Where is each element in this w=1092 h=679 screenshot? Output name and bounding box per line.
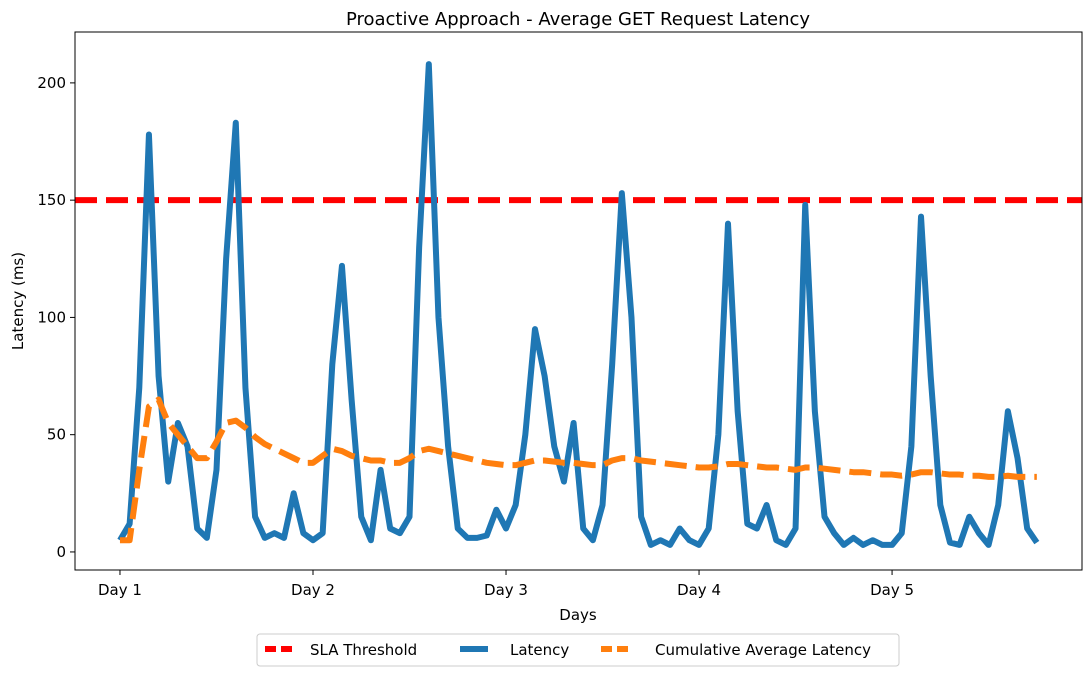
x-tick-label: Day 2 <box>291 581 335 599</box>
x-tick-label: Day 1 <box>98 581 142 599</box>
x-tick-label: Day 4 <box>677 581 721 599</box>
x-tick-label: Day 3 <box>484 581 528 599</box>
axes-frame <box>74 31 1083 571</box>
legend-label: Latency <box>510 641 569 659</box>
y-tick-label: 0 <box>56 543 66 561</box>
y-tick-label: 200 <box>37 74 66 92</box>
y-tick-label: 50 <box>47 426 66 444</box>
x-axis-label: Days <box>559 606 597 624</box>
chart-title: Proactive Approach - Average GET Request… <box>346 9 810 30</box>
y-tick-label: 150 <box>37 191 66 209</box>
series-line <box>119 396 1037 544</box>
y-axis-label: Latency (ms) <box>9 252 27 350</box>
plot-area <box>75 61 1082 548</box>
legend-label: SLA Threshold <box>310 641 417 659</box>
y-tick-label: 100 <box>37 308 66 326</box>
series-line <box>117 61 1040 548</box>
legend-box <box>256 633 900 667</box>
legend-label: Cumulative Average Latency <box>655 641 871 659</box>
x-tick-label: Day 5 <box>870 581 914 599</box>
